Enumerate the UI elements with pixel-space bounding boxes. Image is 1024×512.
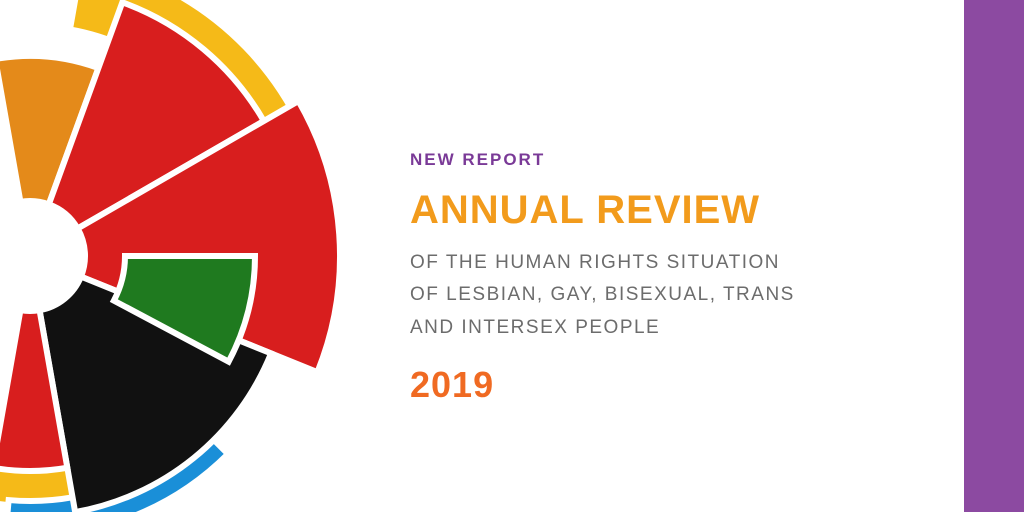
radial-graphic [0,0,400,512]
right-accent-bar [964,0,1024,512]
year-label: 2019 [410,364,930,406]
subtitle-line-3: AND INTERSEX PEOPLE [410,317,660,338]
subtitle-line-1: OF THE HUMAN RIGHTS SITUATION [410,252,780,273]
headline-block: NEW REPORT ANNUAL REVIEW OF THE HUMAN RI… [410,150,930,406]
report-cover: NEW REPORT ANNUAL REVIEW OF THE HUMAN RI… [0,0,1024,512]
eyebrow-label: NEW REPORT [410,150,930,170]
main-title: ANNUAL REVIEW [410,188,930,233]
subtitle-line-2: OF LESBIAN, GAY, BISEXUAL, TRANS [410,284,795,305]
subtitle: OF THE HUMAN RIGHTS SITUATION OF LESBIAN… [410,247,930,344]
